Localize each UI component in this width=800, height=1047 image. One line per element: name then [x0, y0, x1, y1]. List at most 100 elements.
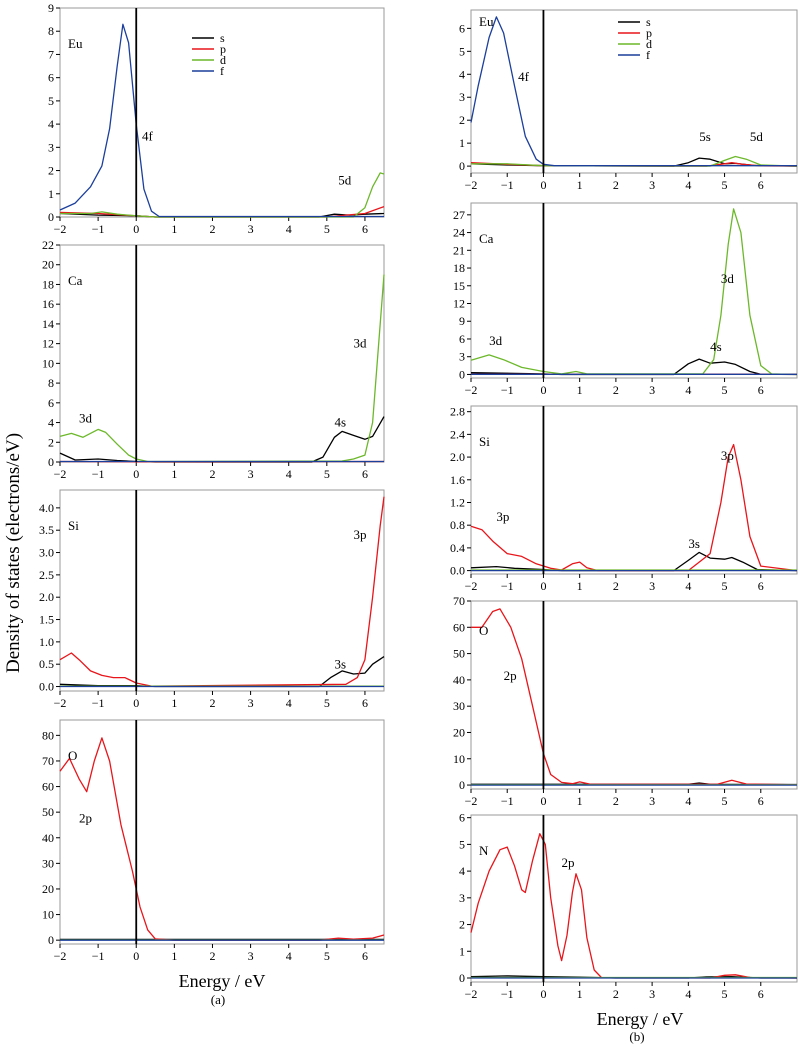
orbital-annotation: 4f [142, 128, 154, 143]
x-tick-label: 2 [209, 949, 215, 963]
x-tick-label: −1 [501, 794, 514, 808]
series-line-p [471, 608, 798, 786]
x-tick-label: 3 [649, 794, 655, 808]
x-tick-label: 0 [540, 987, 546, 1001]
panel-b-O: 0 10 20 30 40 50 60 70 −2 −1 0 1 2 3 4 5 6 O 2p [453, 594, 798, 808]
y-tick-label: 3 [459, 90, 465, 104]
y-tick-label: 10 [42, 356, 54, 370]
x-axis-label-a: Energy / eV [179, 971, 266, 991]
x-tick-label: −2 [465, 178, 478, 192]
x-tick-label: 3 [649, 178, 655, 192]
x-tick-label: 4 [286, 696, 292, 710]
orbital-annotation: 4f [518, 69, 530, 84]
y-tick-label: 2.0 [39, 590, 54, 604]
plot-frame [470, 600, 798, 790]
orbital-annotation: 2p [562, 855, 575, 870]
x-tick-label: 2 [613, 178, 619, 192]
y-tick-label: 4 [48, 416, 54, 430]
legend-label-p: p [220, 42, 226, 56]
y-tick-label: 6 [48, 71, 54, 85]
element-label: Ca [68, 273, 83, 288]
x-tick-label: −1 [501, 383, 514, 397]
x-tick-label: 6 [758, 383, 764, 397]
orbital-annotation: 3s [334, 657, 346, 672]
y-tick-label: 6 [48, 396, 54, 410]
orbital-annotation: 4s [334, 414, 346, 429]
x-tick-label: 5 [722, 579, 728, 593]
orbital-annotation: 3p [496, 509, 509, 524]
x-tick-label: −2 [54, 949, 67, 963]
y-tick-label: 3 [48, 140, 54, 154]
y-tick-label: 2.8 [450, 405, 465, 419]
x-tick-label: 0 [133, 467, 139, 481]
y-tick-label: 1.2 [450, 495, 465, 509]
y-tick-label: 12 [453, 297, 465, 311]
x-tick-label: 1 [577, 383, 583, 397]
y-tick-label: 6 [459, 811, 465, 825]
plot-frame [470, 405, 798, 575]
orbital-annotation: 3d [354, 336, 368, 351]
x-tick-label: −1 [92, 696, 105, 710]
y-tick-label: 2 [459, 918, 465, 932]
y-tick-label: 27 [453, 208, 465, 222]
y-tick-label: 5 [459, 44, 465, 58]
y-tick-label: 4.0 [39, 501, 54, 515]
caption-a: (a) [211, 992, 225, 1007]
orbital-annotation: 3s [688, 536, 700, 551]
x-tick-label: 4 [685, 579, 691, 593]
legend-label-f: f [646, 48, 650, 62]
y-tick-label: 16 [42, 297, 54, 311]
x-tick-label: −2 [465, 794, 478, 808]
series-line-f [470, 16, 797, 167]
panel-a-Si: 0.0 0.5 1.0 1.5 2.0 2.5 3.0 3.5 4.0 −2 −1 0 1 2 3 4 5 6 Si… [39, 489, 385, 710]
y-tick-label: 40 [42, 831, 54, 845]
y-tick-label: 0.0 [39, 680, 54, 694]
y-tick-label: 1 [459, 136, 465, 150]
x-tick-label: 2 [209, 467, 215, 481]
y-tick-label: 9 [48, 1, 54, 15]
series-line-s [59, 416, 385, 463]
x-tick-label: 6 [758, 178, 764, 192]
y-tick-label: 7 [48, 47, 54, 61]
x-tick-label: 3 [649, 579, 655, 593]
x-tick-label: 6 [362, 696, 368, 710]
y-tick-label: 4 [459, 67, 465, 81]
x-tick-label: 3 [649, 987, 655, 1001]
y-tick-label: 4 [48, 117, 54, 131]
y-tick-label: 0.0 [450, 564, 465, 578]
x-tick-label: 0 [540, 579, 546, 593]
x-tick-label: −1 [501, 579, 514, 593]
x-tick-label: −1 [501, 178, 514, 192]
orbital-annotation: 3d [489, 333, 503, 348]
x-tick-label: 1 [171, 222, 177, 236]
x-tick-label: 3 [248, 696, 254, 710]
y-tick-label: 2.0 [450, 450, 465, 464]
orbital-annotation: 5d [338, 172, 352, 187]
y-tick-label: 3 [459, 350, 465, 364]
series-line-d [59, 274, 385, 463]
x-tick-label: 0 [133, 222, 139, 236]
x-tick-label: 0 [540, 794, 546, 808]
y-tick-label: 22 [42, 238, 54, 252]
y-tick-label: 6 [459, 21, 465, 35]
y-tick-label: 80 [42, 728, 54, 742]
x-tick-label: 4 [685, 383, 691, 397]
x-tick-label: 5 [722, 794, 728, 808]
series-line-f [59, 23, 384, 218]
plot-frame [470, 814, 798, 983]
y-tick-label: 30 [453, 699, 465, 713]
orbital-annotation: 3p [354, 527, 367, 542]
x-tick-label: 5 [722, 383, 728, 397]
element-label: Si [479, 434, 490, 449]
y-tick-label: 14 [42, 317, 54, 331]
y-axis-label: Density of states (electrons/eV) [3, 433, 24, 673]
y-tick-label: 4 [459, 864, 465, 878]
y-tick-label: 70 [42, 754, 54, 768]
orbital-annotation: 5d [750, 129, 764, 144]
x-tick-label: −2 [54, 222, 67, 236]
x-tick-label: −1 [92, 949, 105, 963]
y-tick-label: 0 [459, 367, 465, 381]
y-tick-label: 60 [453, 620, 465, 634]
